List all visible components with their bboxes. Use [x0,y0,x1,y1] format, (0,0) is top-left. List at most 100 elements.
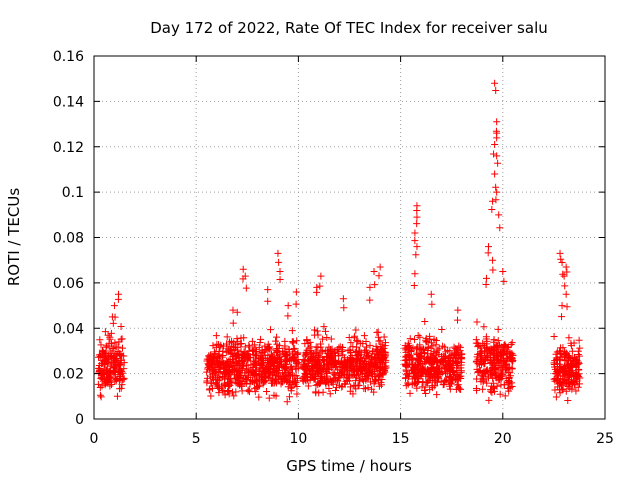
x-tick-label: 20 [494,431,512,447]
data-point [561,282,569,290]
data-point [331,371,339,379]
data-point [108,313,116,321]
data-point [556,389,564,397]
data-point [484,249,492,257]
data-point [433,391,441,399]
data-point [99,369,107,377]
data-point [432,337,440,345]
data-point [499,355,507,363]
data-point [428,339,436,347]
data-point [484,372,492,380]
data-point [562,290,570,298]
data-point [111,368,119,376]
data-point [496,390,504,398]
data-point [451,350,459,358]
data-point [507,341,515,349]
data-point [221,391,229,399]
data-point [258,354,266,362]
data-point [483,379,491,387]
data-point [304,382,312,390]
data-point [207,379,215,387]
data-point [236,340,244,348]
data-point [276,276,284,284]
data-point [346,346,354,354]
data-point [371,377,379,385]
data-point [339,351,347,359]
data-point [212,357,220,365]
y-tick-label: 0.06 [53,276,84,292]
data-point [448,374,456,382]
data-point [352,385,360,393]
data-point [323,333,331,341]
data-point [494,376,502,384]
data-point [203,368,211,376]
data-point [237,340,245,348]
data-point [254,383,262,391]
data-point [366,341,374,349]
data-point [234,371,242,379]
data-point [433,378,441,386]
data-point [487,358,495,366]
data-point [267,326,275,334]
data-point [212,332,220,340]
data-point [374,333,382,341]
data-point [353,336,361,344]
y-tick-label: 0.16 [53,49,84,65]
data-point [413,364,421,372]
data-point [434,374,442,382]
data-point [343,371,351,379]
data-point [482,274,490,282]
data-point [316,282,324,290]
data-point [233,308,241,316]
data-point [336,360,344,368]
data-point [301,340,309,348]
data-point [117,335,125,343]
y-tick-label: 0.02 [53,367,84,383]
data-point [380,355,388,363]
data-point [95,353,103,361]
data-point [116,351,124,359]
data-point [506,348,514,356]
data-point [492,87,500,95]
data-point [215,389,223,397]
data-point [457,368,465,376]
data-point [218,353,226,361]
data-point [281,342,289,350]
data-point [265,394,273,402]
data-point [552,393,560,401]
data-point [114,359,122,367]
data-point [118,344,126,352]
data-point [289,338,297,346]
data-point [567,342,575,350]
data-point [494,363,502,371]
data-point [212,343,220,351]
data-point [268,350,276,358]
data-point [490,366,498,374]
data-point [427,364,435,372]
data-point [311,371,319,379]
data-point [375,350,383,358]
data-point [424,366,432,374]
data-point [417,355,425,363]
data-point [497,359,505,367]
data-point [418,367,426,375]
data-point [257,359,265,367]
data-point [274,249,282,257]
data-point [319,355,327,363]
data-point [489,374,497,382]
data-point [288,383,296,391]
data-point [233,366,241,374]
data-point [112,343,120,351]
data-point [428,300,436,308]
data-point [276,268,284,276]
data-point [260,364,268,372]
data-point [107,374,115,382]
data-point [100,350,108,358]
axis-ticks: 0 5 10 15 20 25 0 0.02 0.04 0.06 0.08 0.1 0.12 0.14 0.… [53,49,614,447]
data-point [411,229,419,237]
data-point [237,380,245,388]
data-point [414,332,422,340]
data-point [493,188,501,196]
data-point [331,347,339,355]
